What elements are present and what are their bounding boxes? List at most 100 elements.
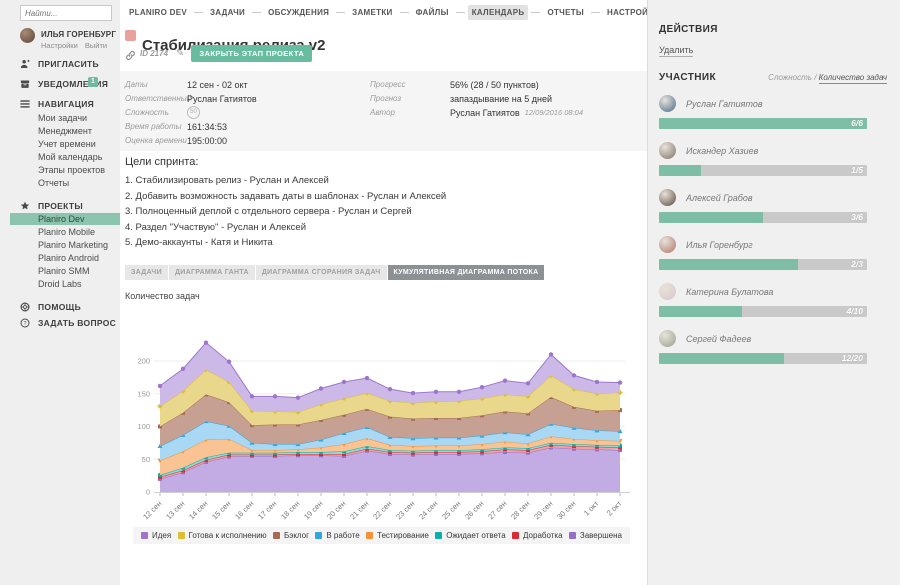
svg-text:1 окт: 1 окт xyxy=(582,499,601,518)
logout-link[interactable]: Выйти xyxy=(85,41,107,50)
star-icon xyxy=(20,201,30,211)
participant-row: Искандер Хазиев 1/5 xyxy=(659,142,867,186)
sidebar-invite[interactable]: ПРИГЛАСИТЬ xyxy=(20,57,99,70)
user-avatar[interactable] xyxy=(20,28,35,43)
tab-2[interactable]: ЗАДАЧИ xyxy=(206,5,249,20)
sidebar-project-2[interactable]: Planiro Mobile xyxy=(38,226,95,238)
legend-item-8: Завершена xyxy=(569,531,622,540)
participant-task-count: 2/3 xyxy=(851,259,863,270)
legend-label: Доработка xyxy=(523,531,563,540)
sidebar-project-4[interactable]: Planiro Android xyxy=(38,252,99,264)
participant-name[interactable]: Руслан Гатиятов xyxy=(686,99,763,109)
participant-name[interactable]: Катерина Булатова xyxy=(686,287,773,297)
tab-3[interactable]: ОБСУЖДЕНИЯ xyxy=(264,5,333,20)
tab-separator xyxy=(531,12,540,13)
complexity-badge: 50 xyxy=(187,106,200,119)
participant-progressbar: 2/3 xyxy=(659,259,867,270)
legend-swatch xyxy=(273,532,280,539)
legend-swatch xyxy=(315,532,322,539)
svg-text:28 сен: 28 сен xyxy=(509,499,531,521)
delete-link[interactable]: Удалить xyxy=(659,45,693,57)
svg-text:12 сен: 12 сен xyxy=(141,499,163,521)
sidebar-item-4[interactable]: Мой календарь xyxy=(38,151,102,163)
participant-avatar[interactable] xyxy=(659,142,676,159)
sidebar-item-3[interactable]: Учет времени xyxy=(38,138,96,150)
sprint-goal-3: 3. Полноценный деплой с отдельного серве… xyxy=(125,204,446,220)
toggle-separator: / xyxy=(814,73,818,82)
legend-swatch xyxy=(178,532,185,539)
user-name: ИЛЬЯ ГОРЕНБУРГ xyxy=(41,30,116,39)
participant-row: Сергей Фадеев12/20 xyxy=(659,330,867,374)
detail-value-text: 56% (28 / 50 пунктов) xyxy=(450,80,539,90)
sidebar-item-6[interactable]: Отчеты xyxy=(38,177,69,189)
detail-value: Руслан Гатиятов12/09/2016 08:04 xyxy=(450,106,583,119)
tab-separator xyxy=(194,12,203,13)
toggle-task-count[interactable]: Количество задач xyxy=(819,73,887,84)
tab-5[interactable]: ФАЙЛЫ xyxy=(412,5,453,20)
tab-7[interactable]: ОТЧЕТЫ xyxy=(543,5,588,20)
svg-text:18 сен: 18 сен xyxy=(279,499,301,521)
participant-avatar[interactable] xyxy=(659,189,676,206)
participant-avatar[interactable] xyxy=(659,330,676,347)
sidebar-project-3[interactable]: Planiro Marketing xyxy=(38,239,108,251)
detail-value-text: Руслан Гатиятов xyxy=(450,108,520,118)
tab-6[interactable]: КАЛЕНДАРЬ xyxy=(468,5,529,20)
sidebar-item-5[interactable]: Этапы проектов xyxy=(38,164,105,176)
legend-item-4: В работе xyxy=(315,531,359,540)
search-input[interactable] xyxy=(20,5,112,21)
close-milestone-button[interactable]: ЗАКРЫТЬ ЭТАП ПРОЕКТА xyxy=(191,45,312,62)
participant-row: Илья Горенбург 2/3 xyxy=(659,236,867,280)
detail-value: 195:00:00 xyxy=(187,134,227,147)
sidebar-help[interactable]: ПОМОЩЬ xyxy=(20,300,81,313)
participant-task-count: 1/5 xyxy=(851,165,863,176)
legend-label: В работе xyxy=(326,531,359,540)
detail-value-text: 161:34:53 xyxy=(187,122,227,132)
legend-item-5: Тестирование xyxy=(366,531,429,540)
view-tab-1[interactable]: ЗАДАЧИ xyxy=(125,265,168,280)
participant-progressbar: 6/6 xyxy=(659,118,867,129)
svg-text:29 сен: 29 сен xyxy=(532,499,554,521)
view-tab-2[interactable]: ДИАГРАММА ГАНТА xyxy=(169,265,255,280)
legend-swatch xyxy=(512,532,519,539)
participant-name[interactable]: Илья Горенбург xyxy=(686,240,753,250)
participant-avatar[interactable] xyxy=(659,95,676,112)
toggle-complexity[interactable]: Сложность xyxy=(768,73,812,82)
participant-name[interactable]: Искандер Хазиев xyxy=(686,146,758,156)
svg-text:30 сен: 30 сен xyxy=(555,499,577,521)
sidebar-project-6[interactable]: Droid Labs xyxy=(38,278,82,290)
sidebar-navigation-label: НАВИГАЦИЯ xyxy=(38,99,94,109)
participant-avatar[interactable] xyxy=(659,283,676,300)
milestone-details-panel: Даты12 сен - 02 октОтветственныйРуслан Г… xyxy=(120,71,647,151)
chart-view-tabs: ЗАДАЧИДИАГРАММА ГАНТАДИАГРАММА СГОРАНИЯ … xyxy=(125,265,544,280)
participant-name[interactable]: Сергей Фадеев xyxy=(686,334,751,344)
tab-1[interactable]: PLANIRO DEV xyxy=(125,5,191,20)
svg-text:22 сен: 22 сен xyxy=(371,499,393,521)
sidebar-item-1[interactable]: Мои задачи xyxy=(38,112,87,124)
sprint-goals-list: 1. Стабилизировать релиз - Руслан и Алек… xyxy=(125,173,446,251)
sidebar-navigation[interactable]: НАВИГАЦИЯ xyxy=(20,97,94,110)
view-tab-3[interactable]: ДИАГРАММА СГОРАНИЯ ЗАДАЧ xyxy=(256,265,387,280)
sidebar-projects[interactable]: ПРОЕКТЫ xyxy=(20,199,83,212)
svg-text:2 окт: 2 окт xyxy=(605,499,624,518)
sidebar-ask-question[interactable]: ?ЗАДАТЬ ВОПРОС xyxy=(20,316,116,329)
edit-pencil-icon[interactable]: ✎ xyxy=(176,48,184,59)
participant-progressbar: 4/10 xyxy=(659,306,867,317)
detail-value-text: 195:00:00 xyxy=(187,136,227,146)
detail-value: 50 xyxy=(187,106,200,119)
legend-label: Тестирование xyxy=(377,531,429,540)
svg-text:0: 0 xyxy=(146,488,150,497)
detail-label: Прогноз xyxy=(370,92,401,105)
sprint-goal-5: 5. Демо-аккаунты - Катя и Никита xyxy=(125,235,446,251)
sidebar-project-5[interactable]: Planiro SMM xyxy=(38,265,90,277)
tab-4[interactable]: ЗАМЕТКИ xyxy=(348,5,396,20)
settings-link[interactable]: Настройки xyxy=(41,41,78,50)
sidebar-invite-label: ПРИГЛАСИТЬ xyxy=(38,59,99,69)
view-tab-4[interactable]: КУМУЛЯТИВНАЯ ДИАГРАММА ПОТОКА xyxy=(388,265,545,280)
svg-text:20 сен: 20 сен xyxy=(325,499,347,521)
participant-name[interactable]: Алексей Грабов xyxy=(686,193,753,203)
svg-text:19 сен: 19 сен xyxy=(302,499,324,521)
sidebar-item-2[interactable]: Менеджмент xyxy=(38,125,92,137)
participant-avatar[interactable] xyxy=(659,236,676,253)
link-icon[interactable] xyxy=(125,48,136,59)
milestone-meta-row: ID 2174 ✎ ЗАКРЫТЬ ЭТАП ПРОЕКТА xyxy=(125,46,312,61)
